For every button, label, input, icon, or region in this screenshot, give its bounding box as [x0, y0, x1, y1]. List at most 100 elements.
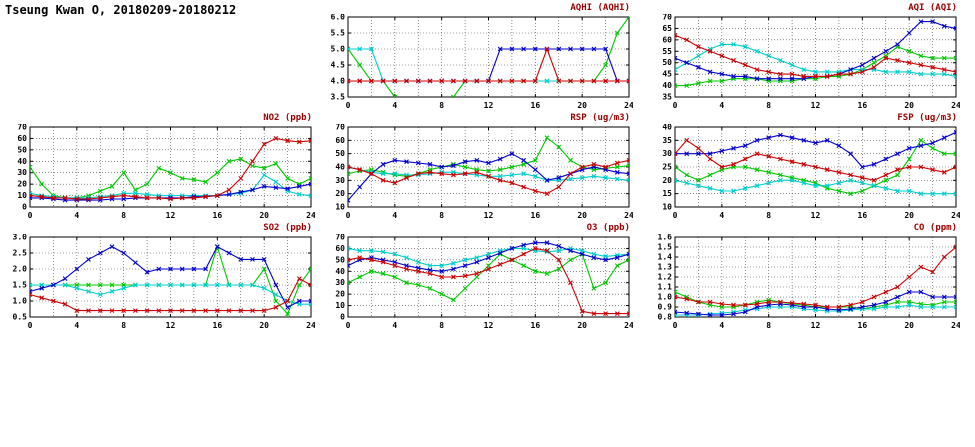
svg-text:3.0: 3.0: [13, 234, 28, 242]
svg-text:1.5: 1.5: [13, 281, 28, 290]
svg-text:0: 0: [346, 211, 351, 220]
svg-text:10: 10: [335, 203, 345, 212]
svg-text:4: 4: [392, 101, 397, 110]
svg-text:50: 50: [662, 58, 672, 67]
svg-text:50: 50: [335, 149, 345, 158]
series-red: [348, 246, 629, 316]
chart-co: CO (ppm) 0 4 8 12 16 20 24 0.8 0.9 1.0 1.1 1.2 1.3 1.…: [645, 222, 961, 338]
svg-text:50: 50: [17, 145, 27, 154]
svg-text:24: 24: [306, 211, 315, 220]
svg-text:0.9: 0.9: [658, 303, 673, 312]
chart-no2: NO2 (ppb) 0 4 8 12 16 20 24 0 10 20 30 40 50 60 70: [0, 112, 316, 228]
svg-text:30: 30: [335, 278, 345, 287]
svg-text:45: 45: [662, 70, 672, 79]
chart-title-co: CO (ppm): [913, 223, 957, 233]
svg-text:5.0: 5.0: [331, 45, 346, 54]
svg-text:0: 0: [28, 321, 33, 330]
svg-text:8: 8: [766, 321, 771, 330]
svg-text:1.5: 1.5: [658, 243, 673, 252]
svg-text:60: 60: [335, 136, 345, 145]
series-cyan: [348, 246, 629, 268]
plot-canvas: 0 4 8 12 16 20 24 10 20 30 40 50 60 70: [335, 123, 634, 221]
svg-text:24: 24: [624, 321, 633, 330]
svg-text:16: 16: [213, 211, 223, 220]
chart-title-aqhi: AQHI (AQHI): [570, 3, 630, 13]
chart-so2: SO2 (ppb) 0 4 8 12 16 20 24 0.5 1.0 1.5 2.0 2.5 3.0: [0, 222, 316, 338]
svg-text:16: 16: [213, 321, 223, 330]
svg-text:20: 20: [17, 180, 27, 189]
svg-text:0: 0: [28, 211, 33, 220]
svg-text:24: 24: [306, 321, 315, 330]
svg-text:60: 60: [335, 244, 345, 253]
svg-text:20: 20: [577, 101, 587, 110]
series-red: [348, 46, 629, 84]
svg-text:8: 8: [766, 101, 771, 110]
svg-text:16: 16: [858, 101, 868, 110]
svg-text:65: 65: [662, 24, 672, 33]
svg-text:12: 12: [811, 211, 821, 220]
series-red: [675, 137, 956, 183]
svg-text:0: 0: [346, 101, 351, 110]
svg-text:40: 40: [17, 157, 27, 166]
series-blue: [30, 244, 311, 310]
svg-text:0: 0: [346, 321, 351, 330]
svg-text:8: 8: [439, 321, 444, 330]
svg-text:16: 16: [531, 101, 541, 110]
svg-text:12: 12: [484, 321, 494, 330]
svg-text:12: 12: [484, 101, 494, 110]
svg-text:0.8: 0.8: [658, 313, 673, 322]
svg-text:0.5: 0.5: [13, 313, 28, 322]
svg-text:1.2: 1.2: [658, 273, 673, 282]
chart-o3: O3 (ppb) 0 4 8 12 16 20 24 0 10 20 30 40 50 60 70: [318, 222, 634, 338]
svg-text:1.4: 1.4: [658, 253, 673, 262]
chart-title-aqi: AQI (AQI): [908, 3, 957, 13]
svg-text:4: 4: [392, 211, 397, 220]
svg-text:35: 35: [662, 136, 672, 145]
svg-text:4: 4: [719, 101, 724, 110]
svg-text:1.1: 1.1: [658, 283, 673, 292]
series-blue: [348, 240, 629, 274]
svg-text:5.5: 5.5: [331, 29, 346, 38]
svg-text:4: 4: [74, 211, 79, 220]
chart-fsp: FSP (ug/m3) 0 4 8 12 16 20 24 10 15 20 25 30 35 40: [645, 112, 961, 228]
svg-text:30: 30: [662, 149, 672, 158]
svg-text:8: 8: [766, 211, 771, 220]
svg-text:20: 20: [259, 321, 269, 330]
svg-text:2.5: 2.5: [13, 249, 28, 258]
svg-text:16: 16: [858, 321, 868, 330]
svg-text:70: 70: [335, 234, 345, 242]
svg-text:12: 12: [811, 101, 821, 110]
svg-text:20: 20: [577, 321, 587, 330]
chart-aqi: AQI (AQI) 0 4 8 12 16 20 24 35 40 45 50 55 60 65 70: [645, 2, 961, 118]
svg-text:0: 0: [673, 321, 678, 330]
svg-text:60: 60: [662, 35, 672, 44]
svg-text:8: 8: [121, 211, 126, 220]
series-red: [675, 32, 956, 79]
svg-text:30: 30: [335, 176, 345, 185]
svg-text:20: 20: [259, 211, 269, 220]
svg-text:2.0: 2.0: [13, 265, 28, 274]
plot-canvas: 0 4 8 12 16 20 24 10 15 20 25 30 35 40: [662, 123, 961, 221]
svg-text:24: 24: [624, 211, 633, 220]
svg-text:10: 10: [17, 191, 27, 200]
series-green: [675, 137, 956, 197]
chart-aqhi: AQHI (AQHI) 0 4 8 12 16 20 24 3.5 4.0 4.5 5.0 5.5 6.…: [318, 2, 634, 118]
svg-text:0: 0: [22, 203, 27, 212]
svg-text:20: 20: [577, 211, 587, 220]
page-title: Tseung Kwan O, 20180209-20180212: [5, 3, 237, 17]
svg-text:0: 0: [673, 211, 678, 220]
svg-text:4: 4: [719, 321, 724, 330]
svg-text:40: 40: [335, 267, 345, 276]
svg-text:20: 20: [335, 290, 345, 299]
svg-text:10: 10: [662, 203, 672, 212]
svg-text:16: 16: [858, 211, 868, 220]
svg-text:20: 20: [662, 176, 672, 185]
svg-text:24: 24: [951, 321, 960, 330]
chart-rsp: RSP (ug/m3) 0 4 8 12 16 20 24 10 20 30 40 50 60 70: [318, 112, 634, 228]
chart-title-no2: NO2 (ppb): [263, 113, 312, 123]
svg-text:1.6: 1.6: [658, 234, 673, 242]
svg-text:4.5: 4.5: [331, 61, 346, 70]
svg-text:4: 4: [392, 321, 397, 330]
svg-text:30: 30: [17, 168, 27, 177]
